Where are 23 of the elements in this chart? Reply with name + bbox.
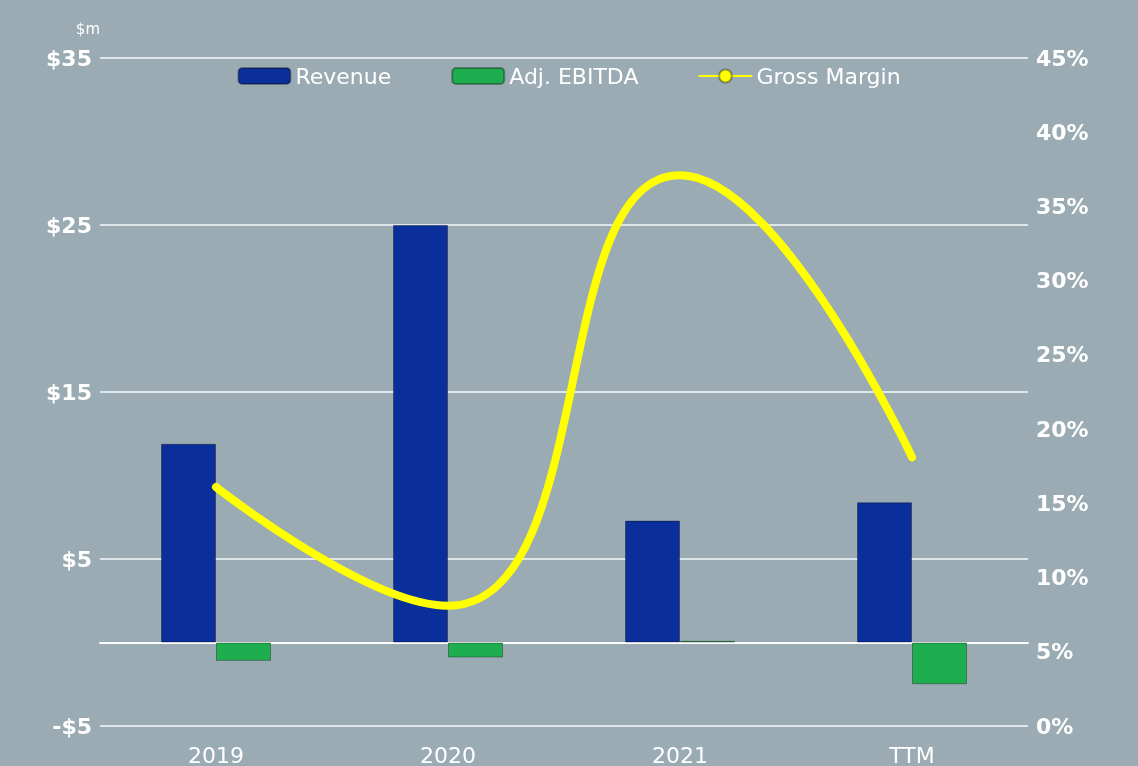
x-tick-label: 2019 [188, 742, 244, 766]
y-tick-label: -$5 [52, 713, 92, 739]
y2-tick-label: 20% [1036, 416, 1089, 442]
y2-tick-label: 10% [1036, 565, 1089, 591]
legend-label: Revenue [295, 63, 392, 89]
y2-tick-label: 5% [1036, 639, 1074, 665]
y-axis-title: $m [75, 19, 100, 38]
legend-label: Adj. EBITDA [509, 63, 639, 89]
y-tick-label: $25 [46, 212, 92, 238]
y2-tick-label: 0% [1036, 713, 1074, 739]
x-tick-label: TTM [888, 742, 935, 766]
y-tick-label: $5 [61, 546, 92, 572]
y-tick-label: $35 [46, 45, 92, 71]
legend-label: Gross Margin [756, 63, 901, 89]
x-tick-label: 2021 [652, 742, 708, 766]
x-tick-label: 2020 [420, 742, 476, 766]
y2-tick-label: 15% [1036, 490, 1089, 516]
y2-tick-label: 35% [1036, 193, 1089, 219]
y-tick-label: $15 [46, 379, 92, 405]
y2-tick-label: 25% [1036, 342, 1089, 368]
y2-tick-label: 30% [1036, 268, 1089, 294]
y2-tick-label: 40% [1036, 119, 1089, 145]
y2-tick-label: 45% [1036, 45, 1089, 71]
